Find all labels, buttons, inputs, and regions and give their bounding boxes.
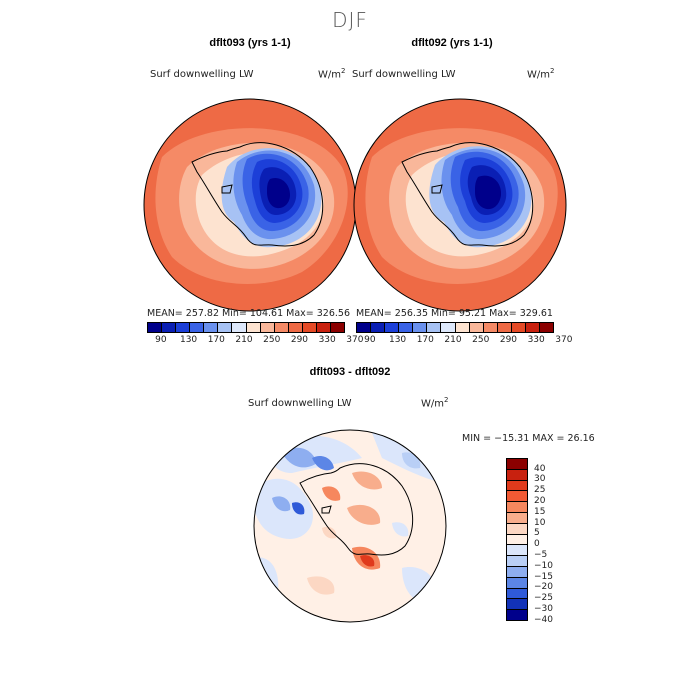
tick-label: 170 (207, 335, 225, 345)
colorbar-swatch (507, 545, 527, 557)
tick-label: −10 (534, 560, 553, 571)
panel-2-map (353, 98, 567, 312)
colorbar-swatch (218, 323, 233, 332)
colorbar-swatch (507, 502, 527, 513)
colorbar-swatch (302, 323, 317, 332)
colorbar-swatch (204, 323, 219, 332)
colorbar-swatch (441, 323, 456, 332)
colorbar-swatch (507, 512, 527, 524)
tick-label: 20 (534, 495, 546, 506)
tick-label: 25 (534, 485, 546, 496)
colorbar-swatch (232, 323, 247, 332)
colorbar-swatch (246, 323, 261, 332)
colorbar-swatch (507, 588, 527, 600)
colorbar-swatch (507, 469, 527, 481)
colorbar-swatch (507, 459, 527, 470)
tick-label: 10 (534, 517, 546, 528)
colorbar-swatch (413, 323, 428, 332)
colorbar-swatch (357, 323, 372, 332)
colorbar-swatch (399, 323, 414, 332)
colorbar-swatch (483, 323, 498, 332)
colorbar-swatch (455, 323, 470, 332)
tick-label: 15 (534, 506, 546, 517)
panel-1-variable: Surf downwelling LW (150, 69, 254, 80)
panel-1-stats: MEAN= 257.82 Min= 104.61 Max= 326.56 (147, 308, 351, 319)
colorbar-swatch (507, 491, 527, 503)
colorbar-swatch (497, 323, 512, 332)
tick-label: 250 (263, 335, 281, 345)
tick-label: 250 (472, 335, 490, 345)
panel-1-units: W/m2 (318, 67, 346, 81)
colorbar-swatch (507, 480, 527, 492)
tick-label: 5 (534, 528, 540, 539)
tick-label: 90 (155, 335, 167, 345)
colorbar-swatch (371, 323, 386, 332)
tick-label: 130 (388, 335, 407, 345)
difference-map (253, 429, 447, 623)
tick-label: 0 (534, 539, 540, 550)
difference-units: W/m2 (421, 396, 449, 410)
colorbar-swatch (162, 323, 177, 332)
tick-label: 210 (235, 335, 253, 345)
panel-2-title: dflt092 (yrs 1-1) (411, 37, 493, 49)
colorbar-swatch (190, 323, 205, 332)
tick-label: 290 (499, 335, 518, 345)
colorbar-swatch (507, 599, 527, 611)
tick-label: 170 (416, 335, 434, 345)
panel-2-units: W/m2 (527, 67, 555, 81)
panel-2-colorbar (356, 322, 554, 333)
tick-label: −20 (534, 582, 553, 593)
colorbar-swatch (507, 577, 527, 589)
tick-label: 40 (534, 463, 546, 474)
colorbar-swatch (507, 556, 527, 567)
tick-label: −15 (534, 571, 553, 582)
colorbar-swatch (385, 323, 400, 332)
tick-label: 90 (364, 335, 376, 345)
tick-label: 330 (527, 335, 545, 345)
colorbar-swatch (260, 323, 275, 332)
colorbar-swatch (507, 523, 527, 535)
colorbar-swatch (427, 323, 442, 332)
colorbar-swatch (316, 323, 332, 332)
colorbar-swatch (511, 323, 526, 332)
colorbar-swatch (274, 323, 289, 332)
tick-label: 330 (318, 335, 336, 345)
colorbar-swatch (540, 323, 554, 332)
panel-2-stats: MEAN= 256.35 Min= 95.21 Max= 329.61 (356, 308, 553, 319)
difference-variable: Surf downwelling LW (248, 398, 352, 409)
tick-label: 370 (555, 335, 573, 345)
difference-colorbar (506, 458, 528, 621)
colorbar-swatch (525, 323, 541, 332)
colorbar-swatch (148, 323, 163, 332)
colorbar-swatch (176, 323, 191, 332)
difference-title: dflt093 - dflt092 (309, 366, 391, 378)
panel-1-colorbar-ticks: 90 130 170 210 250 290 330 370 (147, 335, 363, 347)
tick-label: −5 (534, 549, 548, 560)
colorbar-swatch (331, 323, 345, 332)
panel-1-title: dflt093 (yrs 1-1) (209, 37, 291, 49)
difference-colorbar-ticks: 40 30 25 20 15 10 5 0 −5 −10 −15 −20 −25… (534, 458, 574, 625)
colorbar-swatch (507, 610, 527, 620)
tick-label: −25 (534, 593, 553, 604)
colorbar-swatch (507, 534, 527, 546)
tick-label: 370 (346, 335, 364, 345)
tick-label: −40 (534, 614, 553, 625)
panel-2-colorbar-ticks: 90 130 170 210 250 290 330 370 (356, 335, 572, 347)
tick-label: −30 (534, 603, 553, 614)
season-title: DJF (332, 8, 368, 32)
panel-1-map (143, 98, 357, 312)
colorbar-swatch (469, 323, 484, 332)
panel-2-variable: Surf downwelling LW (352, 69, 456, 80)
tick-label: 210 (444, 335, 462, 345)
tick-label: 130 (179, 335, 198, 345)
colorbar-swatch (507, 566, 527, 578)
colorbar-swatch (288, 323, 303, 332)
tick-label: 30 (534, 474, 546, 485)
difference-minmax: MIN = −15.31 MAX = 26.16 (462, 433, 595, 444)
panel-1-colorbar (147, 322, 345, 333)
tick-label: 290 (290, 335, 309, 345)
